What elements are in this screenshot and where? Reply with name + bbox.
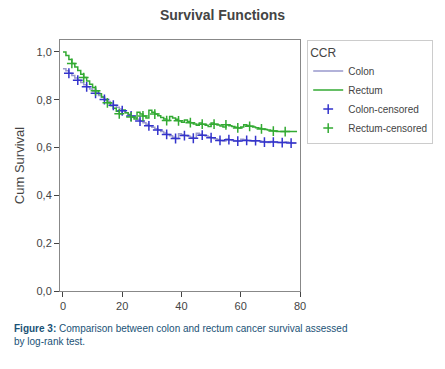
svg-text:0,8: 0,8 (37, 94, 52, 106)
svg-text:0: 0 (60, 300, 66, 312)
svg-text:Figure 3: Comparison between c: Figure 3: Comparison between colon and r… (14, 323, 348, 347)
svg-text:20: 20 (116, 300, 128, 312)
svg-text:60: 60 (235, 300, 247, 312)
svg-text:80: 80 (294, 300, 306, 312)
svg-text:0,4: 0,4 (37, 189, 52, 201)
svg-text:0,2: 0,2 (37, 237, 52, 249)
svg-text:0,6: 0,6 (37, 141, 52, 153)
svg-text:Survival Functions: Survival Functions (160, 7, 285, 23)
svg-text:Colon: Colon (348, 66, 374, 77)
svg-text:Cum Survival: Cum Survival (12, 127, 27, 204)
svg-text:0,0: 0,0 (37, 285, 52, 297)
svg-text:Rectum: Rectum (348, 85, 382, 96)
svg-text:CCR: CCR (310, 46, 336, 60)
svg-text:Colon-censored: Colon-censored (348, 104, 419, 115)
svg-text:Rectum-censored: Rectum-censored (348, 123, 427, 134)
svg-text:40: 40 (175, 300, 187, 312)
svg-text:1,0: 1,0 (37, 46, 52, 58)
